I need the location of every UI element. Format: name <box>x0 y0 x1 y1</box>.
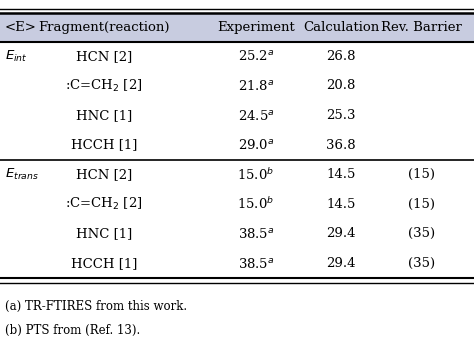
Text: 14.5: 14.5 <box>327 198 356 211</box>
Text: 29.0$^{a}$: 29.0$^{a}$ <box>238 138 274 152</box>
Text: 38.5$^{a}$: 38.5$^{a}$ <box>238 227 274 241</box>
Text: Experiment: Experiment <box>217 21 295 35</box>
Text: Calculation: Calculation <box>303 21 379 35</box>
Text: 38.5$^{a}$: 38.5$^{a}$ <box>238 257 274 270</box>
Text: 29.4: 29.4 <box>327 257 356 270</box>
Text: 25.2$^{a}$: 25.2$^{a}$ <box>238 49 274 63</box>
Text: (15): (15) <box>408 198 435 211</box>
Text: 26.8: 26.8 <box>327 50 356 63</box>
Text: HNC [1]: HNC [1] <box>76 109 132 122</box>
Text: HCN [2]: HCN [2] <box>76 50 132 63</box>
Text: (35): (35) <box>408 257 436 270</box>
Text: 20.8: 20.8 <box>327 79 356 92</box>
Text: Fragment(reaction): Fragment(reaction) <box>38 21 170 35</box>
Text: 15.0$^{b}$: 15.0$^{b}$ <box>237 167 274 183</box>
Text: (35): (35) <box>408 227 436 240</box>
Text: HCN [2]: HCN [2] <box>76 168 132 181</box>
Text: 36.8: 36.8 <box>327 139 356 152</box>
Text: (15): (15) <box>408 168 435 181</box>
Text: HNC [1]: HNC [1] <box>76 227 132 240</box>
Text: :C=CH$_2$ [2]: :C=CH$_2$ [2] <box>65 196 143 212</box>
Text: 24.5$^{a}$: 24.5$^{a}$ <box>237 109 274 122</box>
Text: :C=CH$_2$ [2]: :C=CH$_2$ [2] <box>65 78 143 94</box>
Text: $E_{trans}$: $E_{trans}$ <box>5 167 39 182</box>
Text: HCCH [1]: HCCH [1] <box>71 139 137 152</box>
Text: 21.8$^{a}$: 21.8$^{a}$ <box>238 79 274 93</box>
Text: (a) TR-FTIRES from this work.: (a) TR-FTIRES from this work. <box>5 300 187 313</box>
Text: (b) PTS from (Ref. 13).: (b) PTS from (Ref. 13). <box>5 323 140 336</box>
Text: <E>: <E> <box>5 21 36 35</box>
Text: $E_{int}$: $E_{int}$ <box>5 49 27 64</box>
Text: 25.3: 25.3 <box>327 109 356 122</box>
Text: 15.0$^{b}$: 15.0$^{b}$ <box>237 196 274 212</box>
Text: Rev. Barrier: Rev. Barrier <box>382 21 462 35</box>
Text: 14.5: 14.5 <box>327 168 356 181</box>
Bar <box>0 14 474 42</box>
Text: 29.4: 29.4 <box>327 227 356 240</box>
Text: HCCH [1]: HCCH [1] <box>71 257 137 270</box>
